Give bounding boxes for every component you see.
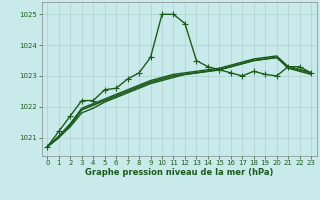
X-axis label: Graphe pression niveau de la mer (hPa): Graphe pression niveau de la mer (hPa) bbox=[85, 168, 273, 177]
